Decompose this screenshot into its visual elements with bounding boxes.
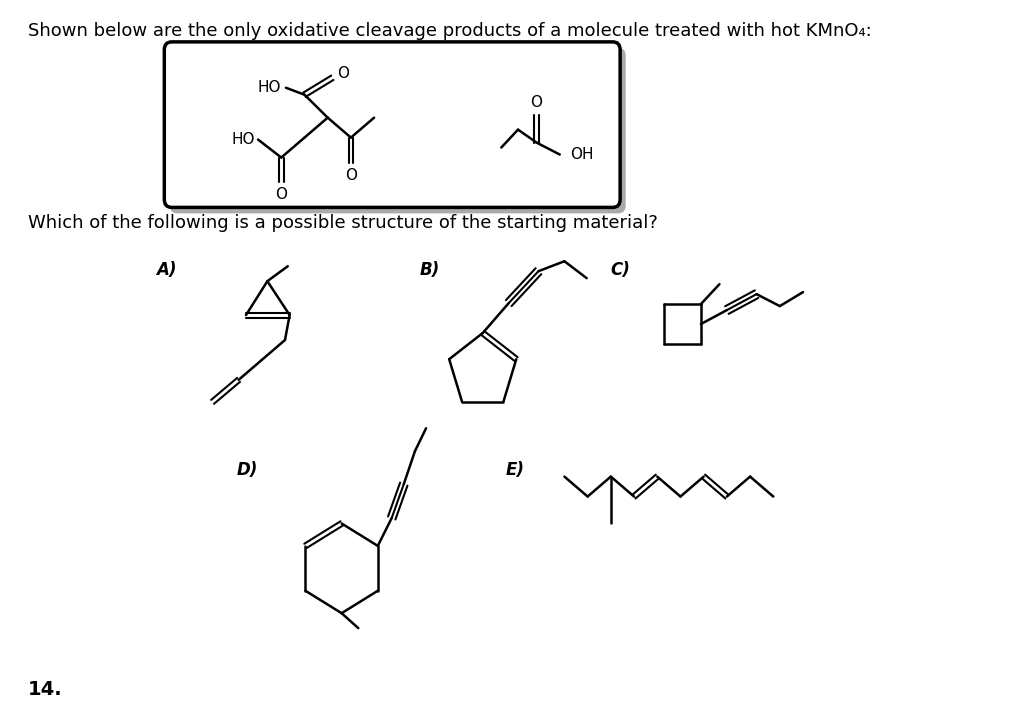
Text: A): A) [156,261,176,279]
Text: Which of the following is a possible structure of the starting material?: Which of the following is a possible str… [28,215,657,232]
Text: O: O [530,94,543,110]
Text: O: O [337,66,349,81]
Text: Shown below are the only oxidative cleavage products of a molecule treated with : Shown below are the only oxidative cleav… [28,22,871,40]
Text: D): D) [237,460,258,479]
Text: B): B) [420,261,440,279]
Text: C): C) [610,261,630,279]
Text: E): E) [506,460,525,479]
Text: O: O [275,187,288,203]
Text: HO: HO [258,80,282,95]
Text: HO: HO [231,132,255,147]
Text: O: O [345,168,357,182]
FancyBboxPatch shape [164,42,621,208]
Text: OH: OH [570,147,594,162]
FancyBboxPatch shape [170,48,626,213]
Text: 14.: 14. [28,680,62,699]
